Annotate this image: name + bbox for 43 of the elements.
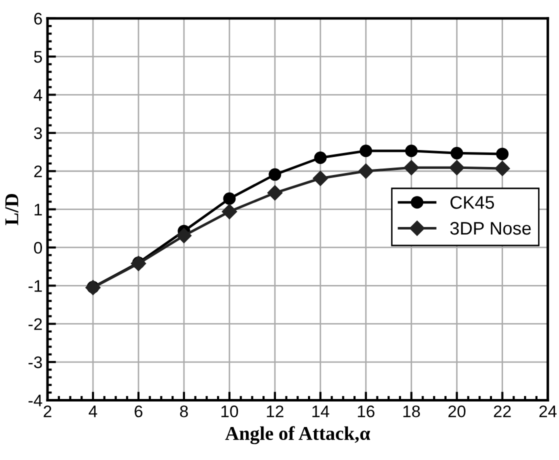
point (404, 160, 419, 176)
point (358, 164, 374, 179)
x-tick-label: 20 (448, 406, 466, 418)
point (494, 160, 510, 176)
y-tick-label: 0 (34, 242, 42, 254)
x-tick-label: 4 (88, 406, 98, 418)
y-tick-label: 4 (34, 89, 42, 101)
point (360, 144, 372, 158)
legend-label: CK45 (450, 196, 494, 209)
point (312, 170, 328, 186)
x-tick-label: 10 (221, 406, 238, 418)
y-axis-title: L/D (5, 194, 18, 226)
y-tick-label: -1 (28, 280, 42, 292)
x-tick-label: 24 (539, 406, 557, 418)
point (405, 144, 418, 158)
point (268, 168, 282, 181)
legend-label: 3DP Nose (450, 222, 531, 235)
y-tick-label: -2 (28, 318, 42, 330)
x-tick-label: 6 (134, 406, 142, 418)
x-tick-label: 8 (180, 406, 188, 418)
point (176, 228, 192, 244)
point (223, 192, 236, 205)
y-tick-label: -4 (28, 394, 42, 406)
point (222, 204, 238, 220)
y-tick-label: -3 (28, 356, 42, 368)
y-tick-label: 5 (34, 51, 42, 63)
y-tick-label: 3 (34, 127, 42, 140)
point (267, 185, 282, 200)
y-tick-label: 2 (34, 166, 42, 178)
point (449, 160, 464, 176)
point (496, 148, 509, 160)
x-tick-label: 22 (494, 406, 511, 418)
x-tick-label: 18 (403, 406, 420, 418)
x-tick-label: 14 (312, 406, 330, 418)
point (130, 256, 146, 272)
point (314, 152, 327, 164)
x-axis-title: Angle of Attack,α (225, 426, 370, 444)
x-tick-label: 16 (358, 406, 374, 418)
point (450, 146, 464, 160)
y-tick-label: 6 (34, 12, 42, 25)
y-tick-label: 1 (34, 204, 42, 216)
x-tick-label: 12 (266, 406, 284, 418)
x-tick-label: 2 (44, 406, 52, 418)
